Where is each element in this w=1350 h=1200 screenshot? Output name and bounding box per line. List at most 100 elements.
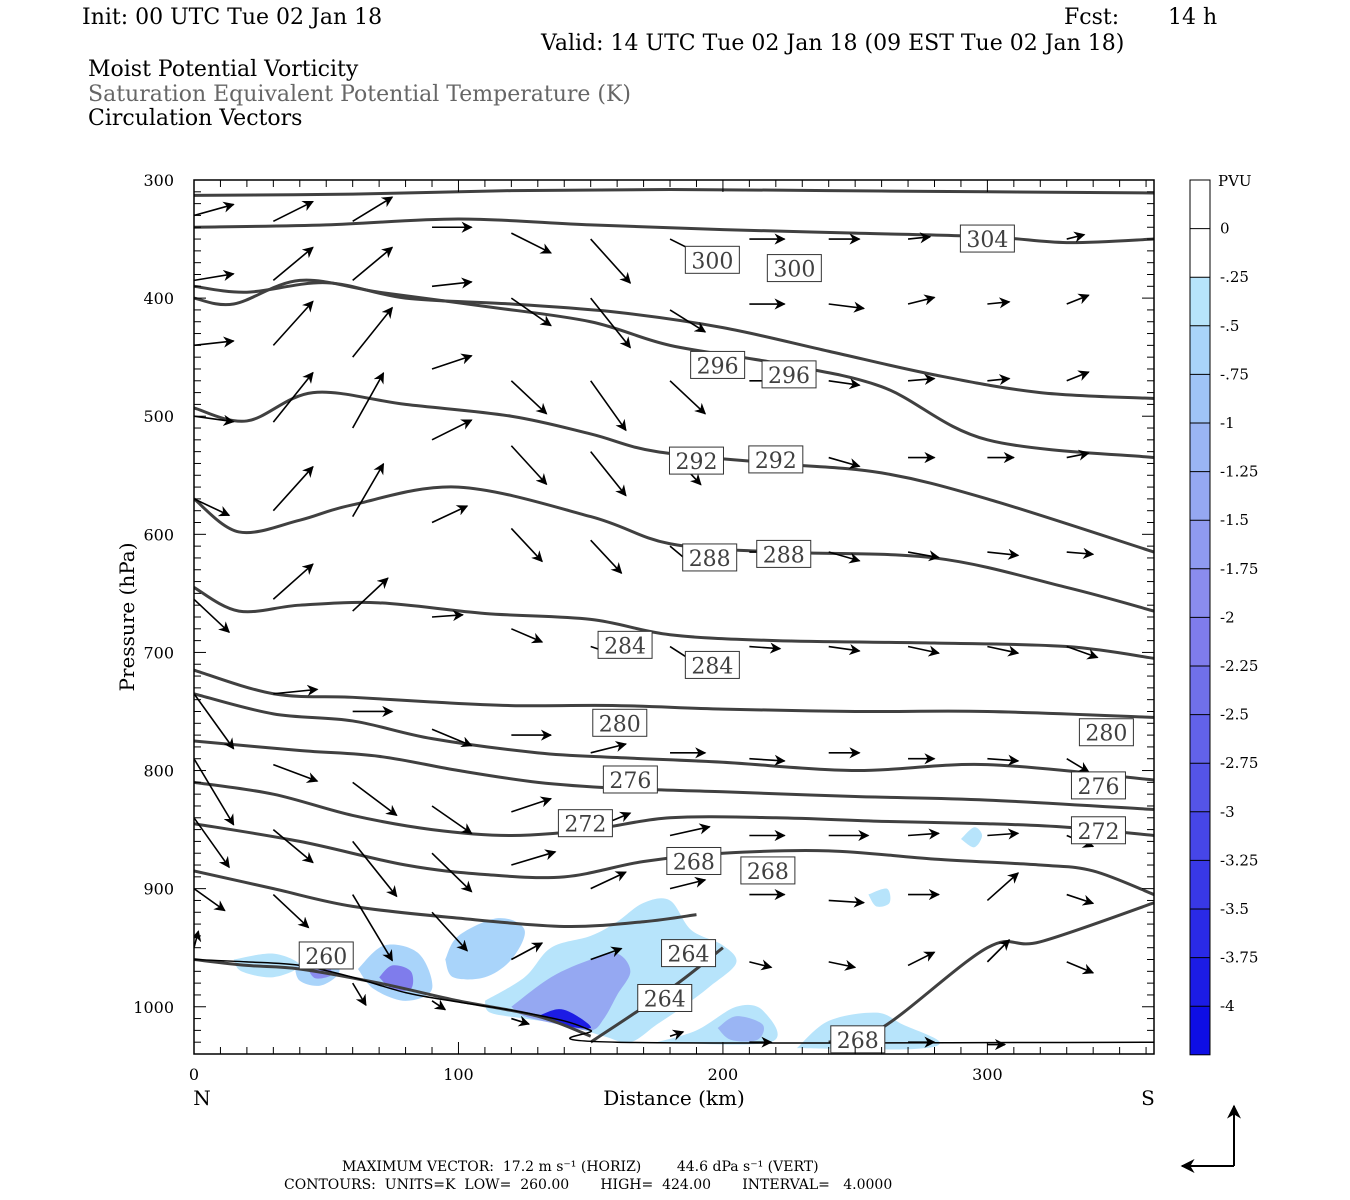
field-title-theta: Saturation Equivalent Potential Temperat…	[88, 82, 631, 107]
circulation-vector	[272, 465, 314, 512]
colorbar-swatch	[1190, 763, 1210, 812]
circulation-vector	[510, 380, 548, 415]
colorbar-swatch	[1190, 666, 1210, 715]
colorbar-swatch	[1190, 520, 1210, 569]
circulation-vector	[431, 911, 468, 952]
contour-label: 300	[773, 258, 815, 283]
circulation-vector	[669, 309, 707, 333]
circulation-vector	[828, 643, 861, 656]
contour-label-box	[740, 856, 796, 885]
circulation-vector	[194, 201, 235, 217]
circulation-vector	[669, 1029, 685, 1041]
colorbar-label: -2	[1220, 608, 1235, 626]
forecast-label: Fcst:	[1064, 5, 1120, 30]
circulation-vector	[907, 294, 936, 306]
contour-label-box	[668, 446, 724, 475]
contour-label: 268	[747, 860, 789, 885]
circulation-vector	[828, 301, 866, 313]
theta-contour-line	[194, 780, 1154, 838]
contour-label-box	[1070, 816, 1126, 845]
contour-info: CONTOURS: UNITS=K LOW= 260.00 HIGH= 424.…	[284, 1177, 893, 1193]
theta-contour-line	[194, 668, 1154, 719]
pv-region	[445, 918, 525, 980]
circulation-vector	[749, 754, 786, 766]
contour-label-box	[592, 708, 648, 737]
theta-contour-line	[194, 485, 1154, 613]
y-tick-label: 600	[143, 525, 174, 544]
circulation-vector	[828, 959, 857, 971]
circulation-vector	[907, 951, 936, 967]
contour-label: 284	[691, 654, 733, 679]
y-tick-label: 800	[143, 762, 174, 781]
contour-label-box	[830, 1025, 886, 1054]
contour-label-box	[684, 650, 740, 679]
contour-label-box	[661, 939, 717, 968]
circulation-vector	[272, 300, 314, 346]
circulation-vector	[351, 894, 393, 962]
colorbar-label: -1.75	[1220, 560, 1258, 578]
colorbar-swatch	[1190, 471, 1210, 521]
circulation-vector	[272, 563, 314, 600]
theta-contour-line	[194, 217, 1154, 245]
circulation-vector	[590, 871, 627, 890]
circulation-vector	[352, 577, 389, 612]
contour-label-box	[748, 445, 804, 474]
circulation-vector	[272, 246, 314, 282]
pv-region	[717, 1016, 765, 1042]
circulation-vector	[828, 551, 861, 564]
circulation-vector	[431, 609, 464, 622]
pv-region	[960, 827, 983, 848]
axis-ticks: 0 100 200 300 300 400 500 600 700 800 900 1000	[133, 171, 1154, 1084]
colorbar-swatch	[1190, 277, 1210, 326]
circulation-vector	[352, 306, 393, 358]
contour-label: 284	[604, 634, 646, 659]
colorbar-label: -2.5	[1220, 706, 1249, 724]
circulation-vector	[669, 823, 711, 837]
circulation-vector	[194, 887, 226, 912]
circulation-vector	[987, 297, 1011, 309]
circulation-vector	[352, 246, 394, 282]
theta-contour-line	[194, 869, 697, 929]
x-tick-label: 100	[443, 1065, 474, 1084]
contour-label: 288	[689, 547, 731, 572]
circulation-vector	[194, 269, 235, 282]
pv-region	[511, 953, 631, 1031]
colorbar-swatch	[1190, 374, 1210, 423]
circulation-vector	[510, 942, 544, 961]
colorbar-label: -3	[1220, 803, 1235, 821]
circulation-vector	[351, 462, 385, 518]
contour-label: 280	[1085, 722, 1127, 747]
max-vector-info: MAXIMUM VECTOR: 17.2 m s⁻¹ (HORIZ) 44.6 …	[342, 1159, 819, 1175]
circulation-vector	[431, 353, 473, 370]
circulation-vector	[194, 693, 235, 750]
contour-label: 268	[837, 1029, 879, 1054]
circulation-vector	[907, 373, 936, 386]
contour-label-box	[684, 245, 740, 274]
colorbar-swatch	[1190, 860, 1210, 909]
circulation-vector	[194, 336, 235, 348]
contour-label-box	[959, 224, 1015, 253]
theta-contour-line	[194, 692, 1154, 782]
contour-label: 264	[668, 943, 710, 968]
contour-label: 276	[609, 769, 651, 794]
circulation-vector	[511, 628, 544, 644]
circulation-vector	[272, 371, 314, 423]
axis-labels: Distance (km) Pressure (hPa) N S	[115, 543, 1155, 1110]
forecast-hour: 14 h	[1168, 5, 1218, 30]
circulation-vector	[431, 505, 469, 524]
colorbar-swatch	[1190, 423, 1210, 472]
circulation-vector	[907, 828, 940, 840]
circulation-vector	[351, 372, 385, 429]
circulation-vector	[590, 741, 627, 754]
circulation-vector	[590, 946, 623, 961]
circulation-vector	[273, 763, 319, 783]
contour-label-box	[602, 765, 658, 794]
pv-colorbar: PVU 0 -.25 -.5 -.75 -1 -1.25 -1.5 -1.75 -2 -2.25 -…	[1189, 172, 1258, 1056]
circulation-vector	[1066, 231, 1086, 243]
contour-label: 280	[599, 712, 641, 737]
theta-contour-line	[194, 278, 1154, 460]
x-end-label-south: S	[1141, 1086, 1155, 1110]
circulation-vector	[511, 1015, 531, 1027]
circulation-vector	[1066, 449, 1090, 461]
contour-label-box	[756, 539, 812, 568]
